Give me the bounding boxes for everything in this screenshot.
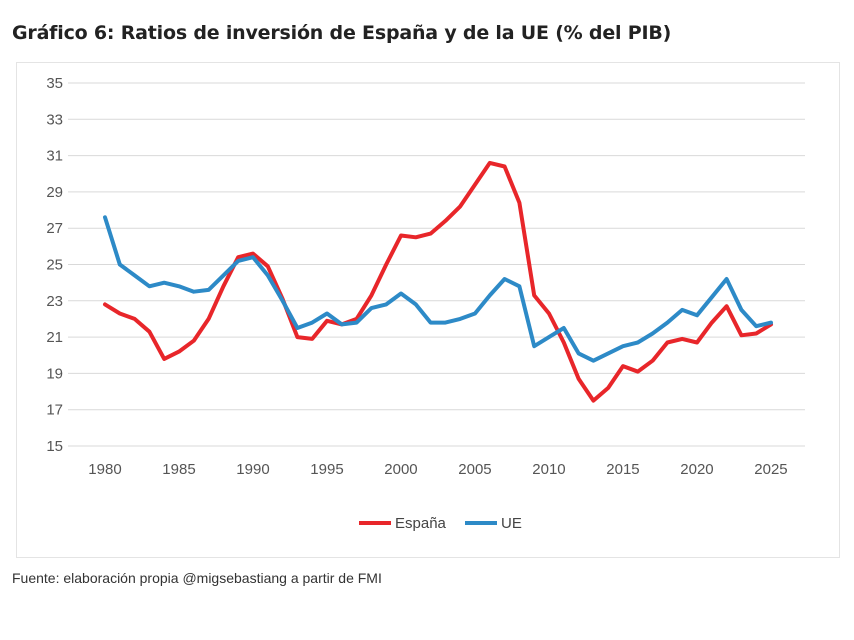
gridlines — [68, 82, 805, 447]
x-tick-label: 1995 — [310, 461, 343, 478]
chart-area: 15 17 19 21 23 25 27 29 31 33 35 1980 1985 1990 1995 2… — [16, 62, 840, 558]
x-tick-label: 2000 — [384, 461, 417, 478]
series-lines — [103, 160, 773, 403]
y-tick-label: 31 — [46, 148, 63, 165]
y-axis-ticks: 15 17 19 21 23 25 27 29 31 33 35 — [46, 75, 63, 455]
y-tick-label: 17 — [46, 402, 63, 419]
y-tick-label: 23 — [46, 293, 63, 310]
y-tick-label: 29 — [46, 184, 63, 201]
x-tick-label: 2020 — [680, 461, 713, 478]
x-tick-label: 1980 — [88, 461, 121, 478]
series-line-ue — [103, 215, 773, 363]
y-tick-label: 15 — [46, 438, 63, 455]
x-tick-label: 2005 — [458, 461, 491, 478]
y-tick-label: 35 — [46, 75, 63, 92]
x-tick-label: 2025 — [754, 461, 787, 478]
legend-label: España — [395, 515, 447, 532]
y-tick-label: 21 — [46, 329, 63, 346]
chart-title: Gráfico 6: Ratios de inversión de España… — [12, 22, 672, 44]
source-note: Fuente: elaboración propia @migsebastian… — [12, 570, 382, 586]
x-tick-label: 2010 — [532, 461, 565, 478]
line-chart: 15 17 19 21 23 25 27 29 31 33 35 1980 1985 1990 1995 2… — [46, 75, 805, 532]
y-tick-label: 25 — [46, 257, 63, 274]
x-axis-ticks: 1980 1985 1990 1995 2000 2005 2010 2015 2020 2025 — [88, 461, 787, 478]
legend: España UE — [359, 515, 522, 532]
x-tick-label: 1990 — [236, 461, 269, 478]
y-tick-label: 19 — [46, 365, 63, 382]
legend-label: UE — [501, 515, 522, 532]
x-tick-label: 1985 — [162, 461, 195, 478]
y-tick-label: 27 — [46, 220, 63, 237]
x-tick-label: 2015 — [606, 461, 639, 478]
series-line-españa — [103, 160, 773, 403]
y-tick-label: 33 — [46, 111, 63, 128]
